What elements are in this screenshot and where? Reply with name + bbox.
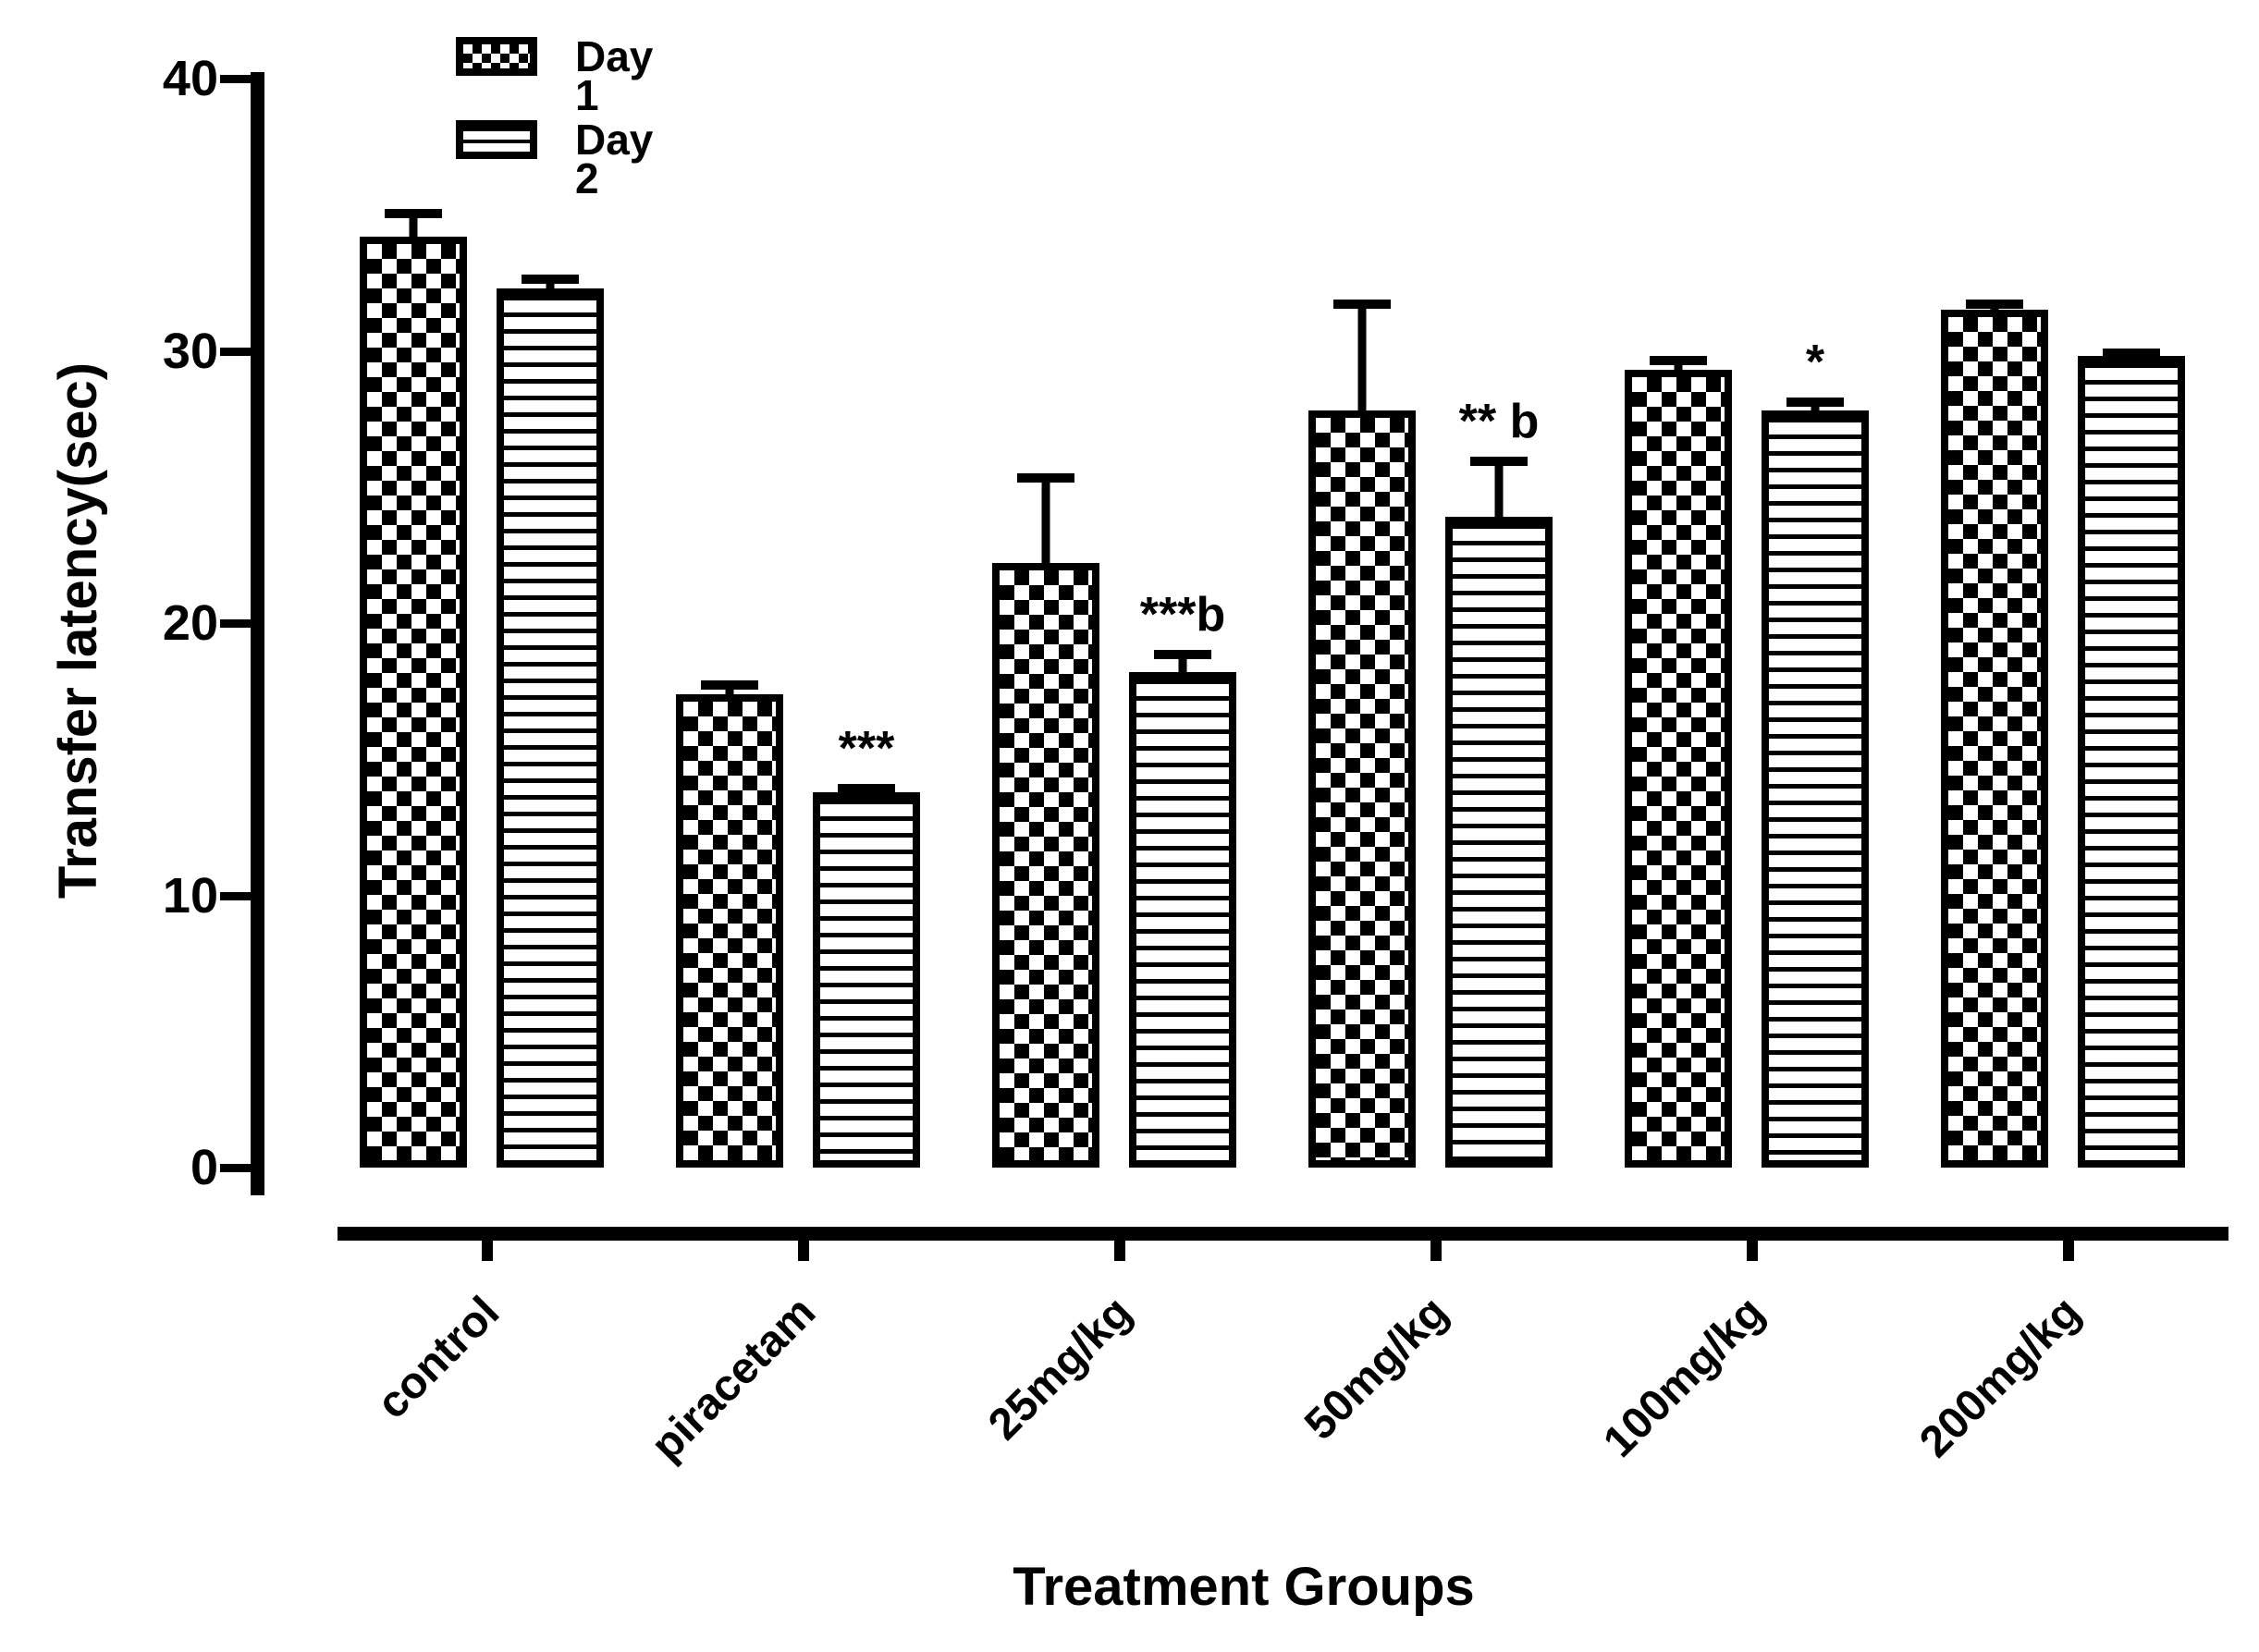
y-tick-20 [220,619,252,628]
error-bar-cap [1470,457,1528,467]
error-bar-stem [1494,457,1504,518]
error-bar-Day1-25mg/kg [1017,473,1074,564]
error-bar-Day1-200mg/kg [1966,299,2023,311]
y-tick-label-10: 10 [162,867,218,924]
bar-Day2-50mg/kg [1445,517,1553,1168]
y-tick-0 [220,1164,252,1172]
bar-Day1-piracetam [676,693,783,1168]
x-tick-50mg/kg [1430,1240,1442,1261]
error-bar-Day2-25mg/kg [1154,650,1211,672]
y-tick-30 [220,347,252,356]
x-tick-control [482,1240,493,1261]
error-bar-cap [1017,473,1074,483]
bar-Day2-25mg/kg [1129,672,1236,1168]
bar-Day1-50mg/kg [1308,410,1416,1168]
error-bar-cap [838,783,895,793]
error-bar-cap [701,679,758,690]
error-bar-Day1-100mg/kg [1650,356,1707,371]
y-tick-label-0: 0 [190,1140,218,1195]
error-bar-cap [522,275,579,285]
error-bar-stem [409,209,418,237]
error-bar-Day2-piracetam [838,783,895,793]
error-bar-cap [385,209,442,219]
significance-annotation-piracetam: *** [838,721,895,776]
error-bar-cap [1786,397,1844,407]
error-bar-cap [1333,299,1391,309]
y-tick-label-20: 20 [162,595,218,651]
significance-annotation-50mg/kg: ** b [1458,395,1540,449]
bar-Day2-piracetam [813,791,920,1168]
error-bar-stem [1041,473,1050,564]
error-bar-Day2-100mg/kg [1786,397,1844,411]
bar-Day1-25mg/kg [992,563,1099,1168]
legend-label-day2: Day 2 [575,116,654,202]
x-tick-piracetam [798,1240,809,1261]
x-tick-25mg/kg [1114,1240,1125,1261]
bar-Day2-control [497,288,604,1168]
error-bar-Day2-control [522,275,579,288]
error-bar-cap [1650,356,1707,366]
legend-swatch-day1-checkerboard [456,37,537,76]
y-axis-line [251,72,264,1195]
x-axis-line [338,1227,2228,1241]
x-tick-200mg/kg [2063,1240,2074,1261]
bar-Day1-200mg/kg [1941,310,2048,1168]
significance-annotation-25mg/kg: ***b [1139,588,1226,642]
error-bar-Day2-200mg/kg [2103,348,2160,358]
error-bar-cap [2103,348,2160,358]
y-tick-40 [220,75,252,83]
x-axis-title: Treatment Groups [1013,1557,1475,1617]
legend-label-day1: Day 1 [575,32,654,119]
significance-annotation-100mg/kg: * [1805,335,1825,389]
error-bar-Day1-control [385,209,442,237]
bar-Day2-200mg/kg [2078,356,2185,1168]
bar-Day1-100mg/kg [1625,370,1732,1168]
error-bar-Day1-piracetam [701,679,758,694]
error-bar-cap [1966,299,2023,309]
x-tick-100mg/kg [1747,1240,1758,1261]
y-tick-label-30: 30 [162,323,218,379]
error-bar-cap [1154,650,1211,660]
error-bar-stem [1178,650,1187,672]
legend-swatch-day2-horizontal-lines [456,120,537,159]
error-bar-stem [1357,299,1367,411]
y-tick-label-40: 40 [162,51,218,106]
bar-Day1-control [360,236,467,1168]
error-bar-Day1-50mg/kg [1333,299,1391,411]
y-tick-10 [220,891,252,900]
bar-Day2-100mg/kg [1762,410,1869,1168]
error-bar-Day2-50mg/kg [1470,457,1528,518]
